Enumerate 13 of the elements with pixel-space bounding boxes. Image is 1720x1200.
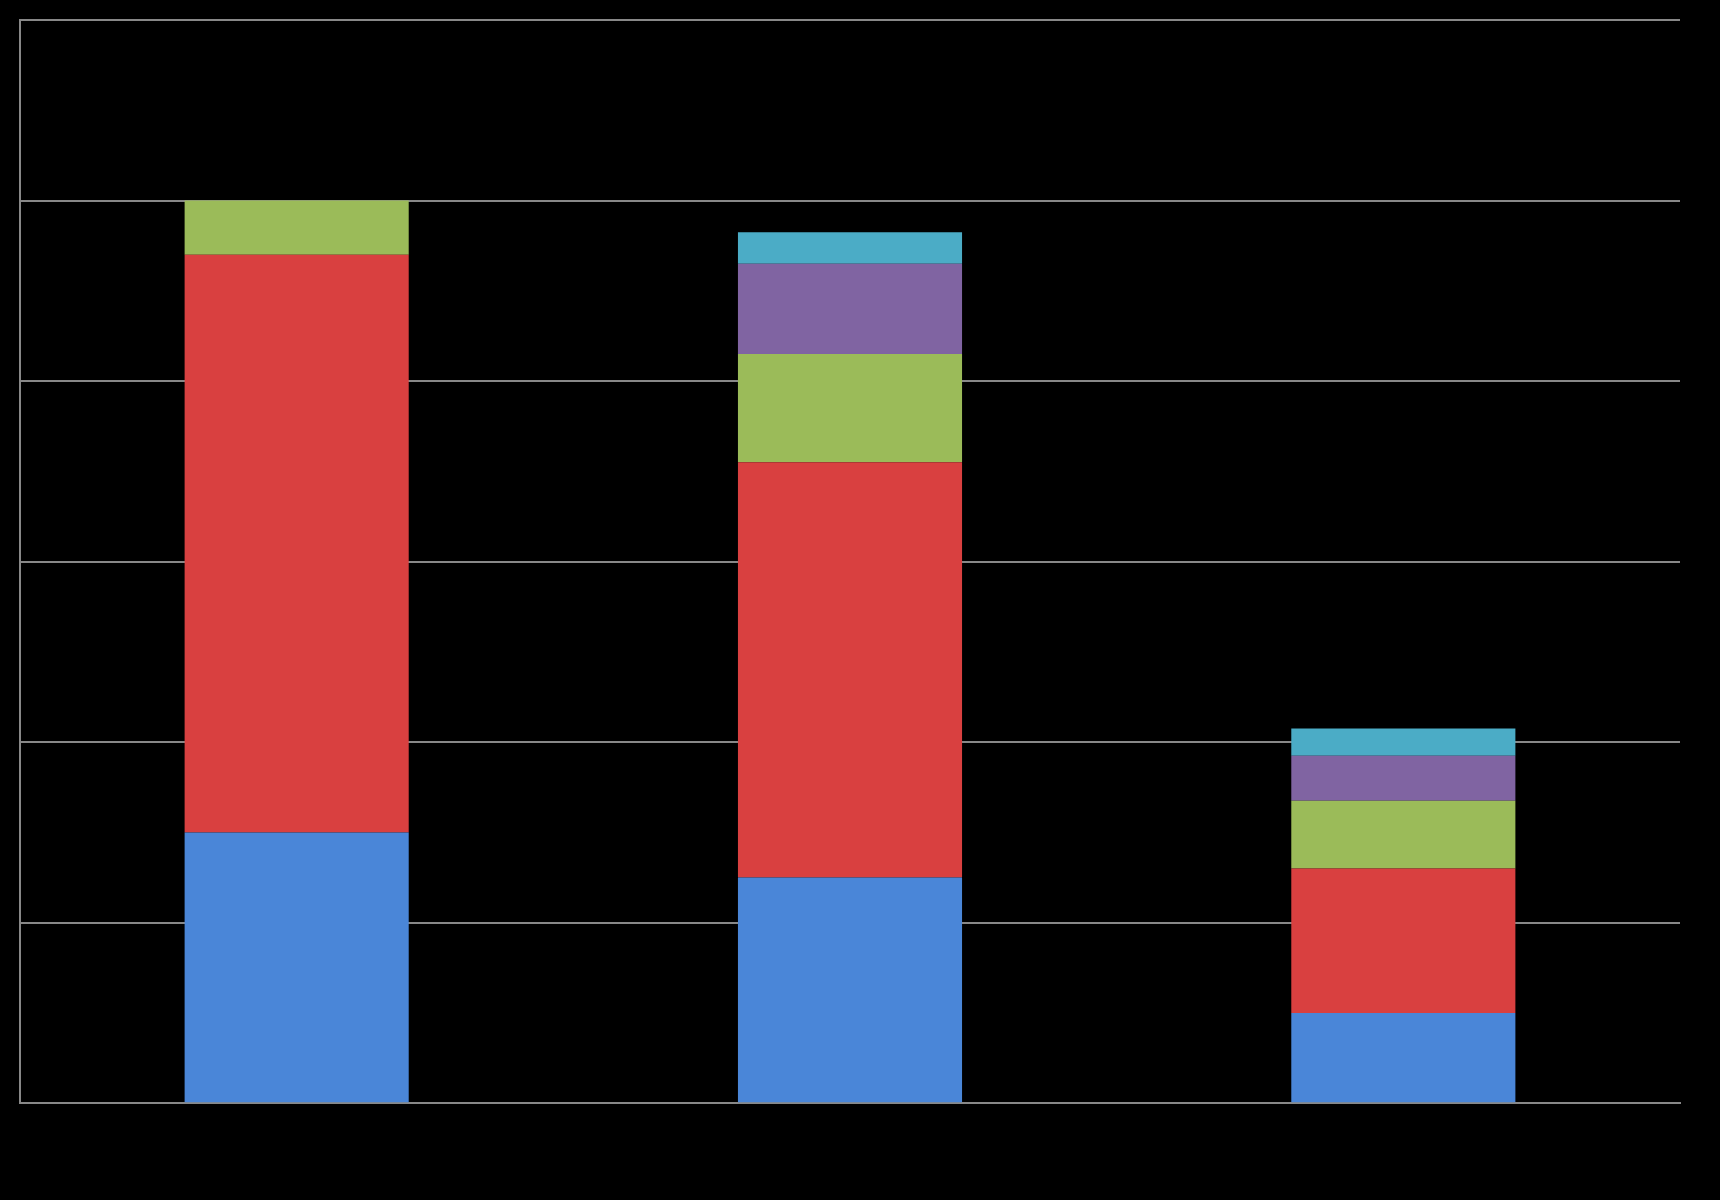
bar	[737, 263, 963, 354]
bar	[737, 877, 963, 1103]
bar	[1291, 1012, 1516, 1103]
bar	[1291, 800, 1516, 869]
bar	[184, 200, 409, 255]
bar	[1291, 868, 1516, 1013]
bar	[737, 232, 963, 264]
bar	[1291, 755, 1516, 801]
bar	[737, 353, 963, 463]
bar	[737, 462, 963, 878]
bar	[184, 832, 409, 1103]
bar	[1291, 728, 1516, 756]
bar	[184, 254, 409, 833]
